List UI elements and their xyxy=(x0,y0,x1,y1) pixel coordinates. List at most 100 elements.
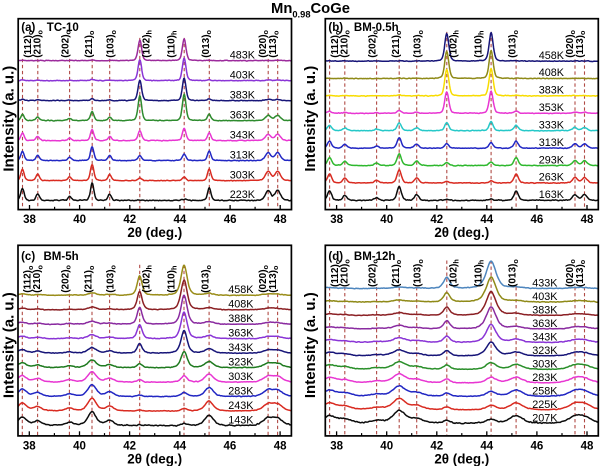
svg-text:283K: 283K xyxy=(228,385,254,397)
svg-text:(102)h: (102)h xyxy=(141,265,153,293)
svg-text:2θ (deg.): 2θ (deg.) xyxy=(127,225,182,240)
svg-text:(c): (c) xyxy=(21,251,35,263)
svg-text:38: 38 xyxy=(330,441,343,453)
svg-text:433K: 433K xyxy=(532,277,558,289)
svg-text:42: 42 xyxy=(123,214,136,226)
svg-text:2θ (deg.): 2θ (deg.) xyxy=(434,225,489,240)
svg-text:408K: 408K xyxy=(539,67,565,79)
svg-text:(112)o: (112)o xyxy=(23,30,35,58)
svg-text:383K: 383K xyxy=(532,304,558,316)
svg-text:(013)o: (013)o xyxy=(201,264,213,292)
svg-text:207K: 207K xyxy=(532,412,558,424)
svg-text:(102)h: (102)h xyxy=(448,259,460,287)
svg-text:(210)o: (210)o xyxy=(32,29,44,57)
svg-text:(210)o: (210)o xyxy=(32,264,44,292)
svg-text:44: 44 xyxy=(173,441,186,453)
svg-text:458K: 458K xyxy=(539,50,565,62)
svg-text:363K: 363K xyxy=(532,318,558,330)
svg-text:225K: 225K xyxy=(532,399,558,411)
svg-text:(d): (d) xyxy=(328,251,343,263)
svg-text:303K: 303K xyxy=(532,358,558,370)
svg-text:42: 42 xyxy=(430,214,443,226)
svg-text:223K: 223K xyxy=(230,189,256,201)
svg-text:(013)o: (013)o xyxy=(508,29,520,57)
svg-text:343K: 343K xyxy=(228,342,254,354)
svg-text:(112)o: (112)o xyxy=(330,30,342,58)
svg-text:313K: 313K xyxy=(230,149,256,161)
svg-text:283K: 283K xyxy=(532,372,558,384)
svg-text:48: 48 xyxy=(274,441,287,453)
svg-text:48: 48 xyxy=(581,214,594,226)
svg-text:46: 46 xyxy=(224,214,237,226)
svg-text:(110)h: (110)h xyxy=(473,260,485,287)
svg-text:2θ (deg.): 2θ (deg.) xyxy=(127,451,182,466)
svg-text:(113)o: (113)o xyxy=(575,259,587,287)
svg-text:Intensity (a. u.): Intensity (a. u.) xyxy=(302,66,319,172)
svg-text:163K: 163K xyxy=(539,189,565,201)
svg-text:(a): (a) xyxy=(21,22,35,34)
svg-text:(202)o: (202)o xyxy=(60,29,72,57)
svg-text:(102)h: (102)h xyxy=(141,30,153,58)
svg-text:BM-0.5h: BM-0.5h xyxy=(354,22,399,34)
svg-text:Intensity (a. u.): Intensity (a. u.) xyxy=(0,292,17,398)
svg-text:40: 40 xyxy=(380,441,393,453)
svg-text:BM-12h: BM-12h xyxy=(354,251,396,263)
svg-text:Mn0.98CoGe: Mn0.98CoGe xyxy=(271,1,350,20)
svg-text:333K: 333K xyxy=(539,119,565,131)
svg-text:44: 44 xyxy=(174,214,187,226)
svg-text:46: 46 xyxy=(224,441,237,453)
svg-text:42: 42 xyxy=(123,441,136,453)
svg-text:(b): (b) xyxy=(328,22,343,34)
svg-text:(013)o: (013)o xyxy=(201,29,213,57)
svg-text:143K: 143K xyxy=(228,414,254,426)
svg-text:(103)o: (103)o xyxy=(105,264,117,292)
svg-text:40: 40 xyxy=(73,441,86,453)
svg-text:483K: 483K xyxy=(230,49,256,61)
svg-text:383K: 383K xyxy=(230,89,256,101)
svg-text:458K: 458K xyxy=(228,284,254,296)
svg-text:303K: 303K xyxy=(228,371,254,383)
svg-text:343K: 343K xyxy=(230,129,256,141)
svg-text:(210)o: (210)o xyxy=(339,29,351,57)
svg-text:Intensity (a. u.): Intensity (a. u.) xyxy=(302,292,319,398)
svg-text:363K: 363K xyxy=(230,109,256,121)
svg-text:48: 48 xyxy=(274,214,287,226)
svg-text:263K: 263K xyxy=(539,172,565,184)
svg-text:(210)o: (210)o xyxy=(339,259,351,287)
svg-text:243K: 243K xyxy=(228,400,254,412)
svg-text:TC-10: TC-10 xyxy=(47,22,79,34)
svg-text:(013)o: (013)o xyxy=(508,259,520,287)
svg-text:408K: 408K xyxy=(228,299,254,311)
svg-text:(102)h: (102)h xyxy=(448,30,460,58)
svg-text:Intensity (a. u.): Intensity (a. u.) xyxy=(0,66,17,172)
svg-text:(113)o: (113)o xyxy=(575,30,587,58)
svg-text:44: 44 xyxy=(480,441,493,453)
svg-text:(113)o: (113)o xyxy=(268,30,280,58)
svg-text:353K: 353K xyxy=(539,102,565,114)
svg-text:46: 46 xyxy=(531,214,544,226)
svg-text:48: 48 xyxy=(581,441,594,453)
svg-text:(202)o: (202)o xyxy=(368,259,380,287)
svg-text:(112)o: (112)o xyxy=(23,265,35,293)
svg-text:(110)h: (110)h xyxy=(473,31,485,58)
svg-text:293K: 293K xyxy=(539,154,565,166)
svg-text:258K: 258K xyxy=(532,385,558,397)
svg-text:(103)o: (103)o xyxy=(413,259,425,287)
svg-text:(211)o: (211)o xyxy=(391,30,403,58)
svg-text:(211)o: (211)o xyxy=(84,30,96,58)
svg-text:(112)o: (112)o xyxy=(330,259,342,287)
svg-text:313K: 313K xyxy=(539,137,565,149)
svg-text:(202)o: (202)o xyxy=(368,29,380,57)
svg-text:(211)o: (211)o xyxy=(391,259,403,287)
svg-text:(020)o: (020)o xyxy=(565,259,577,287)
svg-text:40: 40 xyxy=(380,214,393,226)
svg-text:403K: 403K xyxy=(230,69,256,81)
svg-text:BM-5h: BM-5h xyxy=(44,251,79,263)
svg-text:46: 46 xyxy=(531,441,544,453)
svg-text:42: 42 xyxy=(430,441,443,453)
svg-text:343K: 343K xyxy=(532,331,558,343)
svg-text:303K: 303K xyxy=(230,169,256,181)
svg-text:(020)o: (020)o xyxy=(258,29,270,57)
svg-text:38: 38 xyxy=(23,441,36,453)
svg-text:(110)h: (110)h xyxy=(167,31,179,58)
